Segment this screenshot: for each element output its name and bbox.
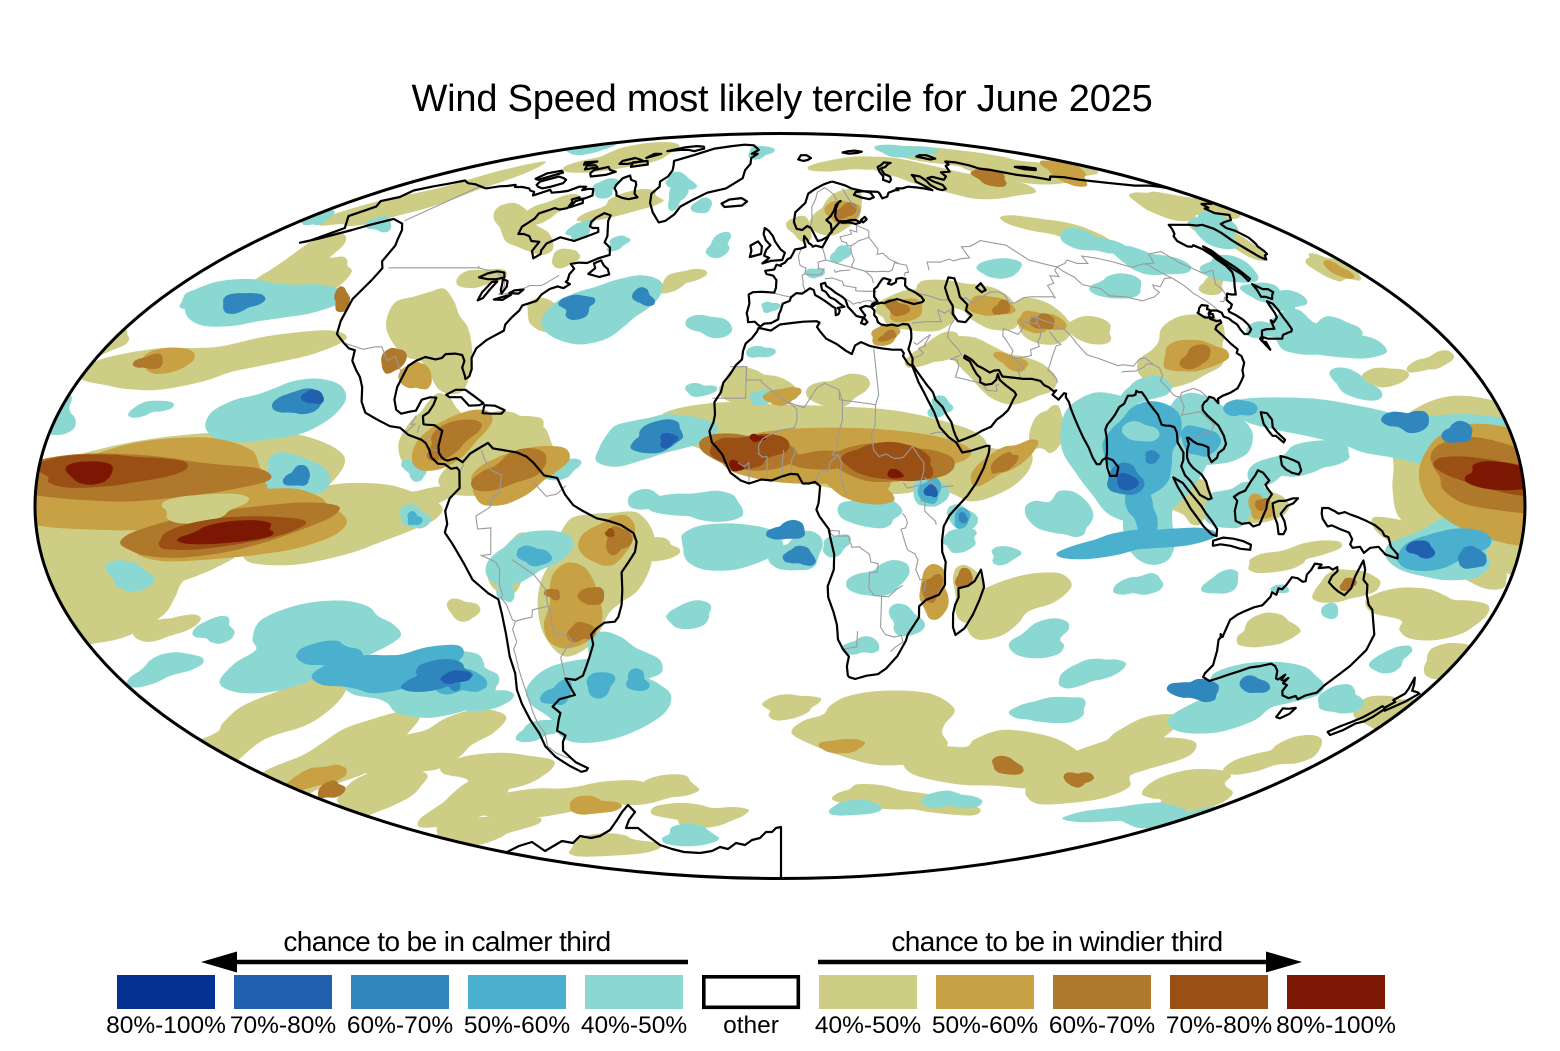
svg-text:chance to be in calmer third: chance to be in calmer third	[283, 926, 610, 957]
svg-text:80%-100%: 80%-100%	[106, 1012, 226, 1039]
svg-text:chance to be in windier third: chance to be in windier third	[891, 926, 1222, 957]
svg-text:other: other	[723, 1012, 779, 1039]
svg-text:60%-70%: 60%-70%	[347, 1012, 453, 1039]
svg-text:70%-80%: 70%-80%	[230, 1012, 336, 1039]
svg-text:70%-80%: 70%-80%	[1166, 1012, 1272, 1039]
svg-text:50%-60%: 50%-60%	[464, 1012, 570, 1039]
svg-text:60%-70%: 60%-70%	[1049, 1012, 1155, 1039]
svg-text:80%-100%: 80%-100%	[1276, 1012, 1396, 1039]
svg-text:Wind Speed most likely tercile: Wind Speed most likely tercile for June …	[411, 78, 1152, 120]
svg-text:40%-50%: 40%-50%	[815, 1012, 921, 1039]
svg-text:50%-60%: 50%-60%	[932, 1012, 1038, 1039]
svg-text:40%-50%: 40%-50%	[581, 1012, 687, 1039]
